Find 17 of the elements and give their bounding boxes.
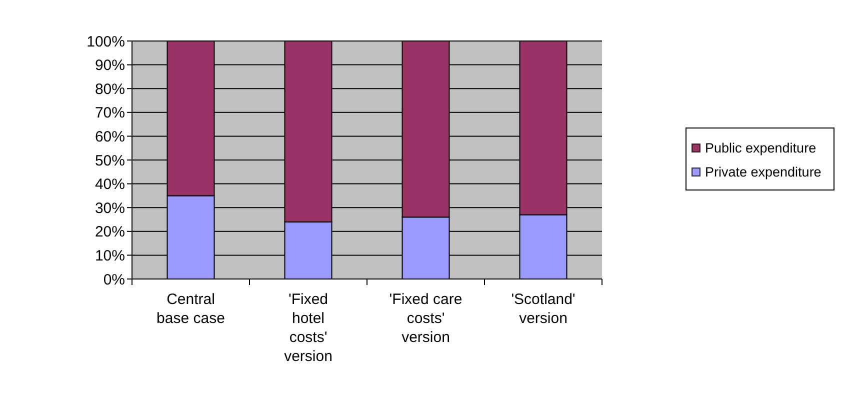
x-tick-label: 'Fixed hotel costs' version xyxy=(284,291,332,365)
x-tick-label: 'Fixed care costs' version xyxy=(389,291,462,346)
y-tick-label: 30% xyxy=(94,200,125,217)
legend-label: Public expenditure xyxy=(705,140,816,156)
x-tick-label: 'Scotland' version xyxy=(511,291,576,327)
y-tick-label: 60% xyxy=(94,128,125,146)
legend-label: Private expenditure xyxy=(705,164,822,180)
y-tick-label: 80% xyxy=(94,80,125,98)
y-tick-label: 0% xyxy=(103,271,125,288)
y-tick-label: 40% xyxy=(94,176,125,194)
y-tick-label: 20% xyxy=(94,224,125,241)
y-tick-label: 10% xyxy=(94,247,125,264)
y-tick-label: 50% xyxy=(94,152,125,170)
y-tick-label: 70% xyxy=(94,104,125,122)
y-tick-label: 90% xyxy=(94,57,125,74)
x-tick-label: Central base case xyxy=(156,291,225,327)
y-tick-label: 100% xyxy=(86,33,125,50)
